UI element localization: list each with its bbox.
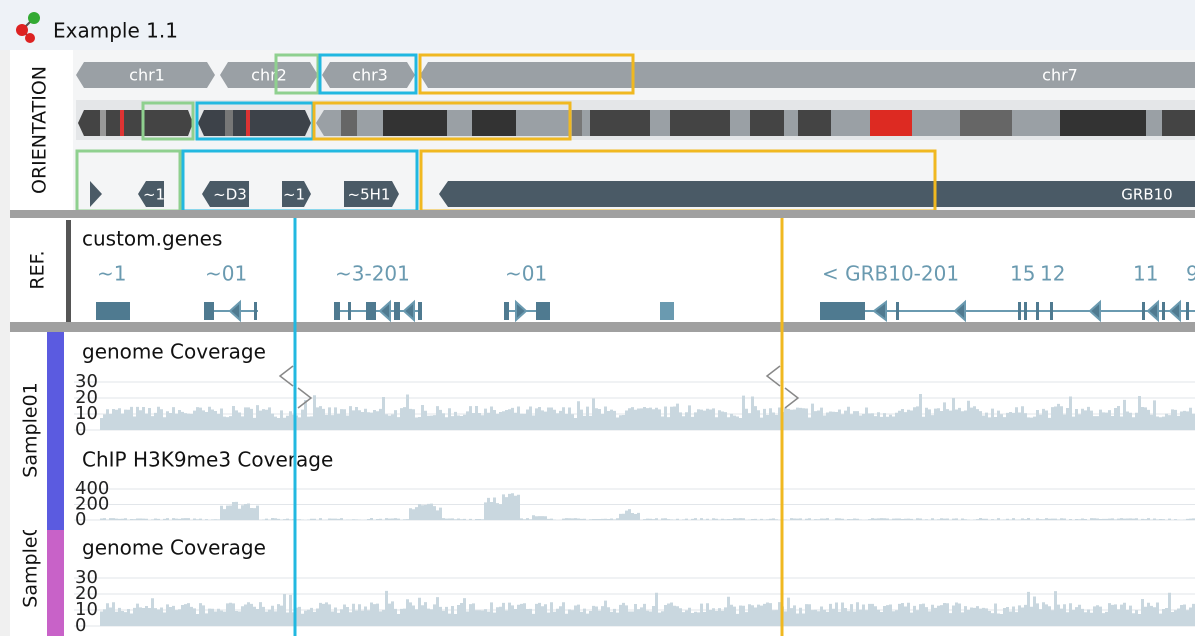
track-tick-label: 0 <box>75 509 86 530</box>
cursor-handle[interactable] <box>765 365 800 409</box>
track-tick-label: 0 <box>75 615 86 636</box>
app-icon <box>16 12 40 43</box>
gene-label: ~3-201 <box>335 262 410 286</box>
gene-label: ~01 <box>205 262 247 286</box>
gene-row[interactable]: ~1 ~D3 ~1 ~5H1 GRB10 <box>90 181 1195 207</box>
track-tick-label: 10 <box>75 403 98 424</box>
track-tick-label: 30 <box>75 371 98 392</box>
track-tick-label: 20 <box>75 583 98 604</box>
orientation-label: ORIENTATION <box>29 66 51 194</box>
chromosome-label: chr2 <box>251 66 287 85</box>
reference-bar <box>66 220 71 322</box>
separator <box>10 210 1195 218</box>
gene-models[interactable] <box>96 299 1195 323</box>
window-title: Example 1.1 <box>53 19 178 43</box>
chromosome[interactable] <box>322 62 415 88</box>
title-bar <box>0 0 1195 50</box>
sample-color-bar <box>47 530 64 636</box>
track-tick-label: 400 <box>75 478 109 499</box>
chromosome[interactable] <box>76 62 215 88</box>
track-tick-label: 10 <box>75 599 98 620</box>
gene-label: GRB10 <box>1121 186 1172 204</box>
track-tick-label: 30 <box>75 567 98 588</box>
chromosome-row[interactable]: chr1 chr2 chr3 chr7 <box>76 62 1195 88</box>
gene-label: 15 <box>1010 262 1035 286</box>
gene-label: ~1 <box>143 186 165 204</box>
gene-arrow[interactable] <box>344 181 399 207</box>
track-tick-label: 0 <box>75 419 86 440</box>
coverage-area <box>100 394 1195 430</box>
ideogram <box>78 110 1195 136</box>
gene-label: ~5H1 <box>348 186 391 204</box>
separator <box>10 322 1195 332</box>
gene-arrow[interactable] <box>439 181 1195 207</box>
track-title: ChIP H3K9me3 Coverage <box>82 448 333 472</box>
gene-arrow[interactable] <box>90 181 102 207</box>
orientation-label-bg <box>10 50 73 210</box>
track-title: custom.genes <box>82 227 222 251</box>
gene-arrow[interactable] <box>138 181 164 207</box>
samples-panel <box>10 332 1195 636</box>
gene-label: ~D3 <box>213 186 247 204</box>
chromosome-label: chr1 <box>129 66 165 85</box>
track-tick-label: 20 <box>75 387 98 408</box>
track-tick-label: 200 <box>75 494 109 515</box>
reference-gene-labels: ~1 ~01 ~3-201 ~01 < GRB10-201 15 12 11 9 <box>97 262 1195 286</box>
sample-label: Sample01 <box>20 382 42 477</box>
chromosome-label: chr7 <box>1042 66 1078 85</box>
gene-label: < GRB10-201 <box>822 262 959 286</box>
chromosome[interactable] <box>220 62 318 88</box>
coverage-area <box>100 590 1195 626</box>
sample-label: Sample02 <box>20 512 42 607</box>
gene-label: ~1 <box>283 186 305 204</box>
cursor-handle[interactable] <box>278 365 313 409</box>
gene-arrow[interactable] <box>282 181 311 207</box>
gene-arrow[interactable] <box>202 181 249 207</box>
gene-label: 11 <box>1133 262 1158 286</box>
gene-label: 9 <box>1186 262 1195 286</box>
gene-label: 12 <box>1040 262 1065 286</box>
cursors[interactable] <box>278 218 800 636</box>
track-title: genome Coverage <box>82 536 266 560</box>
chromosome-label: chr3 <box>352 66 388 85</box>
reference-label: REF. <box>27 250 49 289</box>
sample-color-bar <box>47 332 64 530</box>
gene-label: ~1 <box>97 262 126 286</box>
track-title: genome Coverage <box>82 340 266 364</box>
chromosome[interactable] <box>420 62 1195 88</box>
gene-label: ~01 <box>505 262 547 286</box>
